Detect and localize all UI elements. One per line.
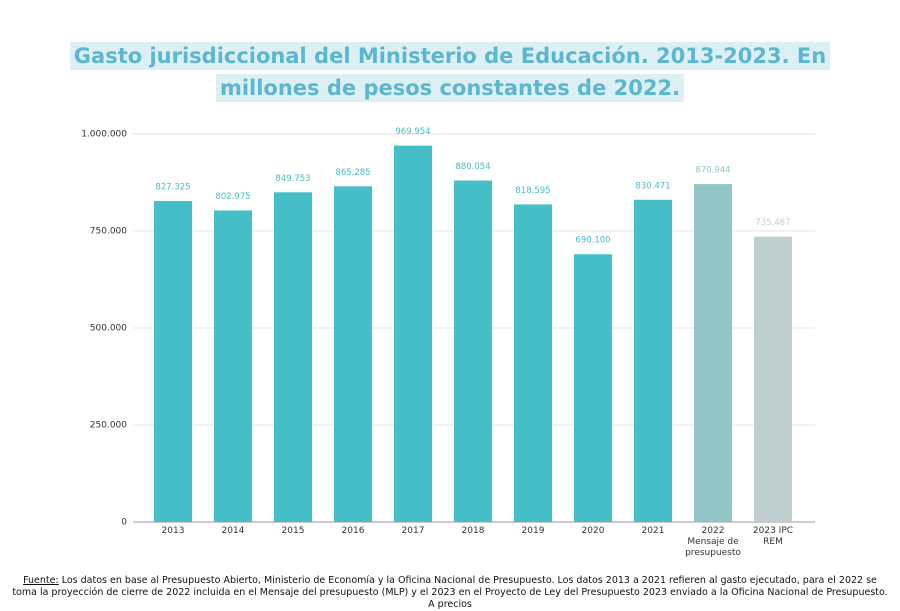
bar: [454, 180, 492, 522]
bar: [514, 204, 552, 523]
value-label: 830.471: [635, 181, 670, 191]
x-tick-label: 2021: [641, 526, 665, 536]
bar: [754, 236, 792, 523]
value-label: 818.595: [515, 186, 550, 196]
bar: [394, 145, 432, 523]
x-tick-label: 2019: [521, 526, 545, 536]
x-tick-label-box: 2014: [221, 526, 245, 536]
value-label: 865.285: [335, 168, 370, 178]
bar: [694, 184, 732, 522]
chart: 0 250.000 500.000 750.000 1.000.000 2013 827.3…: [81, 127, 815, 558]
x-tick-label-box: 2018: [461, 526, 485, 536]
bar: [154, 200, 192, 522]
value-label: 735.467: [755, 218, 790, 228]
x-tick-label-box: 2022 Mensaje de presupuesto: [685, 526, 741, 558]
x-tick-label-box: 2013: [161, 526, 185, 536]
bar: [274, 192, 312, 522]
x-tick-label-box: 2017: [401, 526, 425, 536]
bar: [334, 186, 372, 523]
value-label: 870.944: [695, 166, 730, 176]
x-tick-label-box: 2023 IPC REM: [752, 526, 794, 547]
x-tick-label-box: 2020: [581, 526, 605, 536]
value-label: 849.753: [275, 174, 310, 184]
y-tick-label: 750.000: [90, 227, 127, 237]
x-tick-label: 2020: [581, 526, 605, 536]
value-label: 802.975: [215, 192, 250, 202]
source-label: Fuente:: [23, 575, 59, 586]
x-tick-label: 2013: [161, 526, 185, 536]
value-label: 880.054: [455, 162, 490, 172]
x-tick-label: 2017: [401, 526, 425, 536]
x-tick-label-box: 2021: [641, 526, 665, 536]
value-label: 827.325: [155, 182, 190, 192]
bar: [214, 210, 252, 523]
bar: [634, 199, 672, 522]
x-tick-label: 2014: [221, 526, 245, 536]
bar: [574, 254, 612, 522]
value-label: 969.954: [395, 127, 430, 137]
x-tick-label: 2022 Mensaje de presupuesto: [685, 526, 741, 558]
value-label: 690.100: [575, 236, 610, 246]
x-tick-label-box: 2019: [521, 526, 545, 536]
y-tick-label: 0: [121, 518, 127, 528]
source-note: Fuente: Los datos en base al Presupuesto…: [10, 575, 890, 611]
y-tick-label: 500.000: [90, 324, 127, 334]
y-tick-label: 1.000.000: [81, 130, 127, 140]
x-tick-label: 2016: [341, 526, 365, 536]
x-tick-label: 2015: [281, 526, 305, 536]
y-tick-label: 250.000: [90, 421, 127, 431]
chart-title-box: Gasto jurisdiccional del Ministerio de E…: [20, 40, 880, 104]
x-tick-label: 2023 IPC REM: [752, 526, 794, 547]
source-text: Los datos en base al Presupuesto Abierto…: [12, 575, 888, 610]
x-tick-label-box: 2015: [281, 526, 305, 536]
x-tick-label-box: 2016: [341, 526, 365, 536]
x-tick-label: 2018: [461, 526, 485, 536]
